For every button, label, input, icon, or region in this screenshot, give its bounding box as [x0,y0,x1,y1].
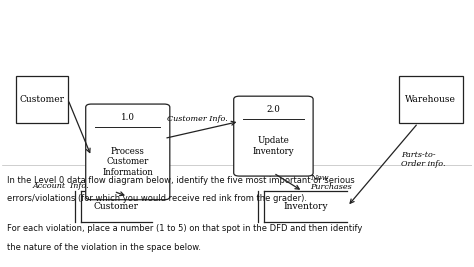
Text: Warehouse: Warehouse [405,95,456,104]
Text: New
Purchases: New Purchases [310,174,352,191]
Text: Customer: Customer [19,95,64,104]
Text: the nature of the violation in the space below.: the nature of the violation in the space… [7,243,201,252]
Text: Parts-to-
Order info.: Parts-to- Order info. [401,151,446,168]
Text: 1.0: 1.0 [121,113,135,121]
FancyBboxPatch shape [16,76,68,123]
FancyBboxPatch shape [234,96,313,176]
FancyBboxPatch shape [399,76,463,123]
Text: Update
Inventory: Update Inventory [253,136,294,156]
Text: Customer Info.: Customer Info. [167,115,228,123]
Text: 2.0: 2.0 [266,105,280,114]
Text: Process
Customer
Information: Process Customer Information [102,147,153,177]
FancyBboxPatch shape [86,104,170,200]
Text: In the Level 0 data flow diagram below, identify the five most important or seri: In the Level 0 data flow diagram below, … [7,176,355,184]
Text: Account  Info.: Account Info. [32,182,89,190]
Text: Inventory: Inventory [283,202,328,211]
Text: errors/violations (for which you would receive red ink from the grader).: errors/violations (for which you would r… [7,194,307,203]
Text: Customer: Customer [94,202,139,211]
Text: For each violation, place a number (1 to 5) on that spot in the DFD and then ide: For each violation, place a number (1 to… [7,224,362,233]
